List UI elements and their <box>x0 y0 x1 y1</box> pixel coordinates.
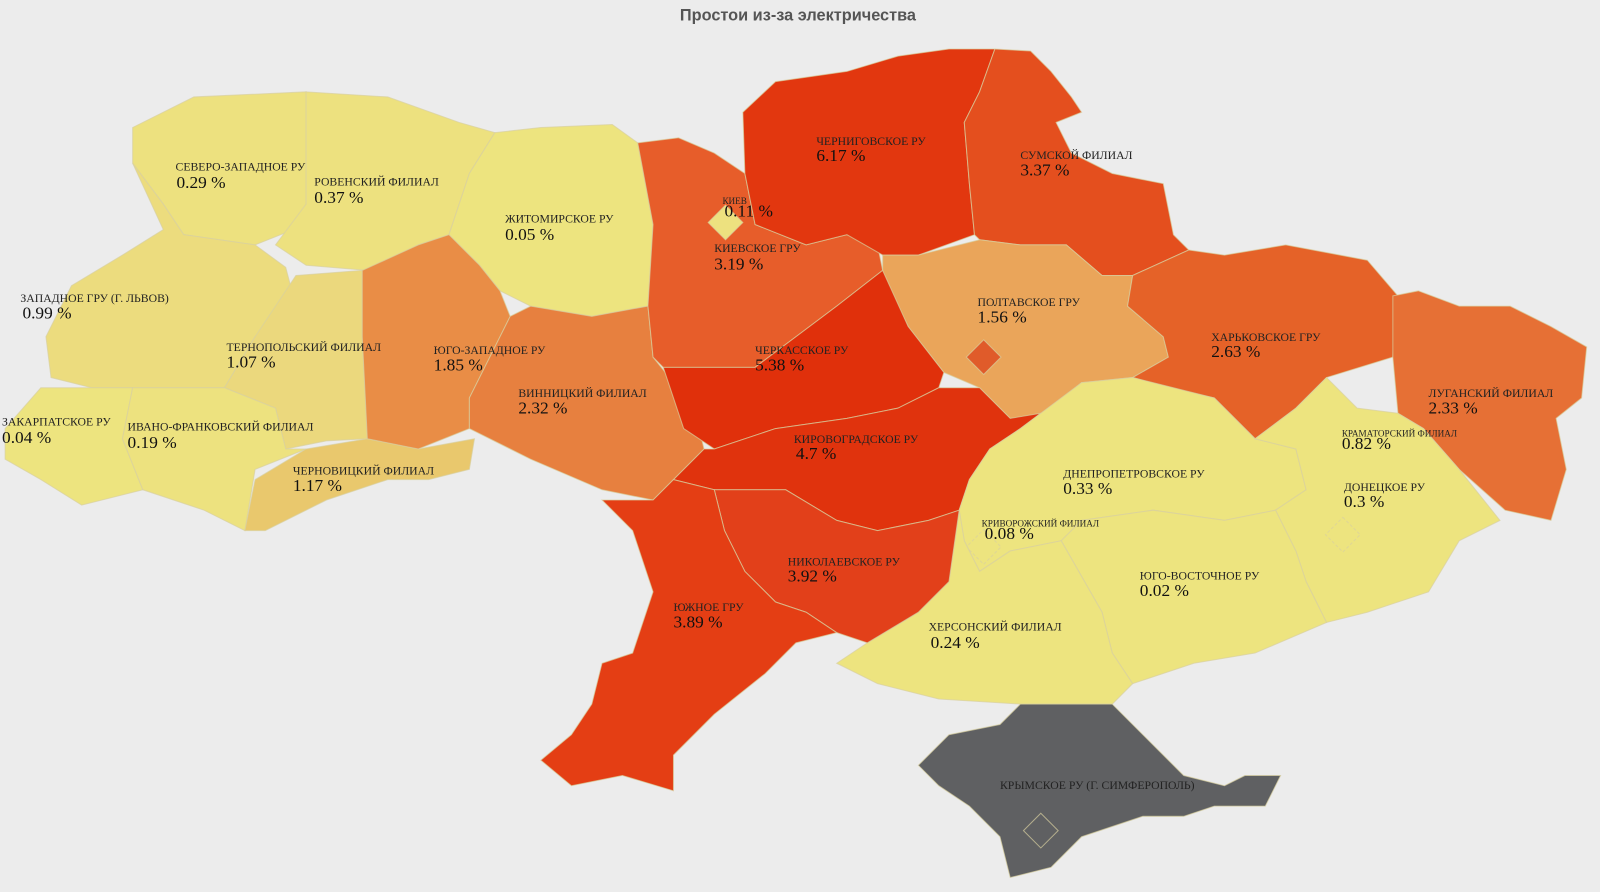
city-marker <box>1324 516 1361 553</box>
region-name: ЗАПАДНОЕ ГРУ (Г. ЛЬВОВ) <box>20 292 168 305</box>
region-value: 1.85 % <box>434 355 483 374</box>
region-name: ЧЕРНОВИЦКИЙ ФИЛИАЛ <box>293 463 434 477</box>
region-name: ЮЖНОЕ ГРУ <box>673 601 744 614</box>
region-name: ЗАКАРПАТСКОЕ РУ <box>2 416 111 429</box>
region <box>917 703 1282 879</box>
region-value: 0.08 % <box>985 524 1034 543</box>
region-value: 0.99 % <box>22 303 71 322</box>
region-value: 0.04 % <box>2 428 51 447</box>
region-value: 0.29 % <box>177 173 226 192</box>
region <box>662 269 945 450</box>
region-value: 3.92 % <box>788 567 837 586</box>
region <box>4 387 144 506</box>
region-name: ЧЕРНИГОВСКОЕ РУ <box>816 135 926 148</box>
region-value: 1.56 % <box>978 307 1027 326</box>
region-value: 0.02 % <box>1140 581 1189 600</box>
region-name: ДОНЕЦКОЕ РУ <box>1344 481 1426 494</box>
region-value: 3.37 % <box>1020 161 1069 180</box>
city-marker <box>707 204 744 241</box>
region-value: 0.3 % <box>1344 492 1384 511</box>
region-value: 0.82 % <box>1342 434 1391 453</box>
region-value: 5.38 % <box>755 355 804 374</box>
region-value: 0.05 % <box>505 225 554 244</box>
region-name: ЮГО-ЗАПАДНОЕ РУ <box>434 344 546 357</box>
region-name: ХАРЬКОВСКОЕ ГРУ <box>1211 331 1321 344</box>
city-marker <box>965 528 1002 566</box>
region-name: КИРОВОГРАДСКОЕ РУ <box>794 433 919 446</box>
region-name: КРЫМСКОЕ РУ (Г. СИМФЕРОПОЛЬ) <box>1000 779 1195 792</box>
region-name: КИЕВСКОЕ ГРУ <box>714 242 801 255</box>
city-marker <box>965 339 1002 376</box>
region-name: ХЕРСОНСКИЙ ФИЛИАЛ <box>929 620 1062 634</box>
region-name: ЖИТОМИРСКОЕ РУ <box>505 212 614 225</box>
region-name: ПОЛТАВСКОЕ ГРУ <box>978 296 1081 309</box>
region-name: ВИННИЦКИЙ ФИЛИАЛ <box>518 386 646 400</box>
region-name: ЮГО-ВОСТОЧНОЕ РУ <box>1140 570 1260 583</box>
region-name: НИКОЛАЕВСКОЕ РУ <box>788 555 901 568</box>
region-value: 0.24 % <box>931 633 980 652</box>
map-title: Простои из-за электричества <box>680 6 917 24</box>
region-value: 2.63 % <box>1211 342 1260 361</box>
region-value: 3.19 % <box>714 254 763 273</box>
region-value: 0.19 % <box>128 433 177 452</box>
region-name: КРАМАТОРСКИЙ ФИЛИАЛ <box>1342 429 1457 439</box>
region-name: ИВАНО-ФРАНКОВСКИЙ ФИЛИАЛ <box>128 420 314 434</box>
region-name: РОВЕНСКИЙ ФИЛИАЛ <box>314 175 439 189</box>
region-value: 0.37 % <box>314 188 363 207</box>
region <box>540 479 838 792</box>
region-value: 0.33 % <box>1063 479 1112 498</box>
region-name: ЧЕРКАССКОЕ РУ <box>755 344 849 357</box>
region-value: 3.89 % <box>673 613 722 632</box>
region-value: 0.11 % <box>724 201 772 220</box>
region-value: 4.7 % <box>796 444 836 463</box>
region-value: 1.07 % <box>227 352 276 371</box>
region-name: ТЕРНОПОЛЬСКИЙ ФИЛИАЛ <box>227 340 382 354</box>
region-value: 6.17 % <box>816 146 865 165</box>
region-name: ДНЕПРОПЕТРОВСКОЕ РУ <box>1063 468 1205 481</box>
region-name: ЛУГАНСКИЙ ФИЛИАЛ <box>1429 386 1554 400</box>
region-value: 1.17 % <box>293 476 342 495</box>
region-value: 2.33 % <box>1429 398 1478 417</box>
region-name: СУМСКОЙ ФИЛИАЛ <box>1020 148 1132 162</box>
labels: СЕВЕРО-ЗАПАДНОЕ РУ0.29 % РОВЕНСКИЙ ФИЛИАЛ… <box>2 135 1553 792</box>
regions <box>4 48 1588 879</box>
region-value: 2.32 % <box>518 398 567 417</box>
region <box>1253 376 1501 624</box>
region-name: СЕВЕРО-ЗАПАДНОЕ РУ <box>176 160 306 173</box>
region <box>121 387 307 532</box>
city-marker <box>1022 812 1059 849</box>
region-name: КРИВОРОЖСКИЙ ФИЛИАЛ <box>982 519 1100 529</box>
region-name: КИЕВ <box>722 196 746 206</box>
map-body: Простои из-за электричества СЕВЕРО-ЗАПАД… <box>2 6 1588 879</box>
